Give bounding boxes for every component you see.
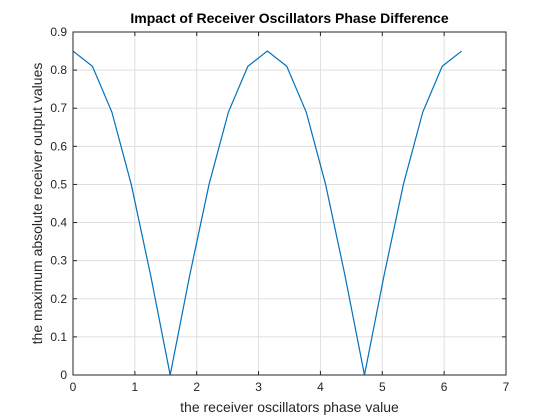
x-tick-label: 2 — [193, 380, 200, 394]
y-tick-label: 0.6 — [50, 139, 67, 153]
grid — [73, 32, 506, 375]
y-tick-label: 0.8 — [50, 63, 67, 77]
x-tick-label: 0 — [70, 380, 77, 394]
x-axis-title: the receiver oscillators phase value — [180, 399, 399, 415]
y-tick-label: 0.4 — [50, 216, 67, 230]
y-tick-label: 0.1 — [50, 330, 67, 344]
y-tick-label: 0.3 — [50, 254, 67, 268]
y-tick-label: 0.5 — [50, 177, 67, 191]
y-tick-label: 0.2 — [50, 292, 67, 306]
series-line — [72, 50, 463, 376]
y-tick-label: 0.9 — [50, 25, 67, 39]
plot-frame — [72, 31, 507, 376]
x-tick-label: 4 — [317, 380, 324, 394]
chart-title: Impact of Receiver Oscillators Phase Dif… — [130, 10, 448, 26]
x-tick-label: 7 — [503, 380, 510, 394]
y-tick-label: 0 — [60, 368, 67, 382]
x-tick-label: 3 — [255, 380, 262, 394]
series-layer — [72, 50, 463, 376]
ticks: 0 1 2 3 4 5 6 7 0 0.1 0.2 0.3 0.4 0.5 0.6 0.7 0.8 0.9 — [50, 25, 509, 394]
x-tick-label: 5 — [379, 380, 386, 394]
x-tick-label: 6 — [441, 380, 448, 394]
y-tick-label: 0.7 — [50, 101, 67, 115]
y-axis-title: the maximum absolute receiver output val… — [29, 63, 45, 345]
x-tick-label: 1 — [132, 380, 139, 394]
